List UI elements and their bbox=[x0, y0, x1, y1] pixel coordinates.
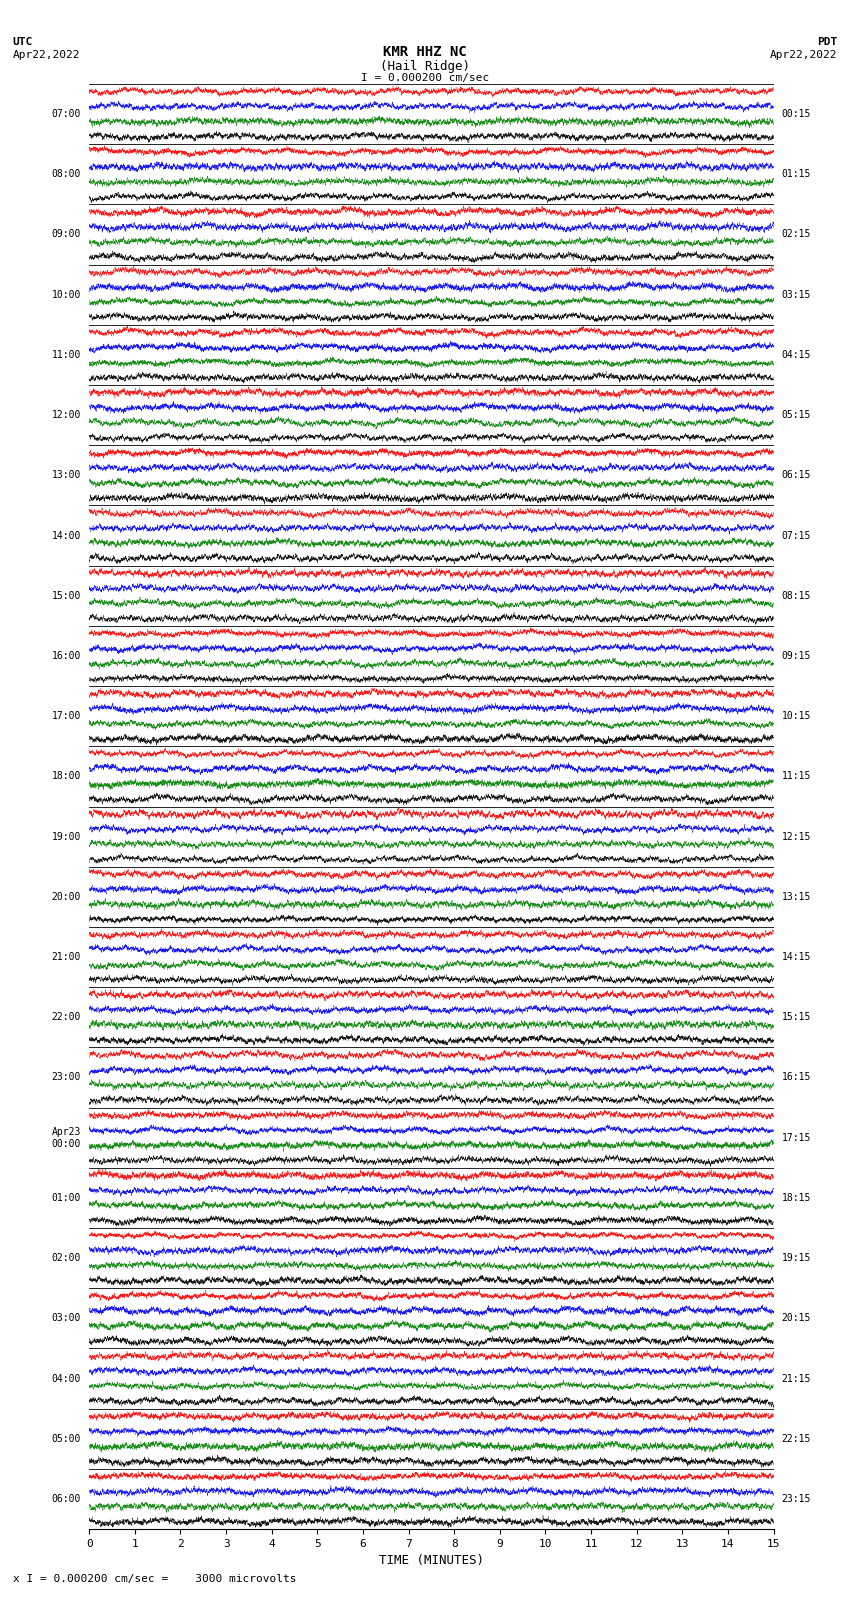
Text: 01:00: 01:00 bbox=[52, 1194, 81, 1203]
Text: 00:15: 00:15 bbox=[782, 110, 811, 119]
Text: 13:00: 13:00 bbox=[52, 471, 81, 481]
Text: 08:00: 08:00 bbox=[52, 169, 81, 179]
Text: UTC: UTC bbox=[13, 37, 33, 47]
Text: 11:00: 11:00 bbox=[52, 350, 81, 360]
Text: 22:15: 22:15 bbox=[782, 1434, 811, 1444]
Text: 14:15: 14:15 bbox=[782, 952, 811, 961]
Text: 17:00: 17:00 bbox=[52, 711, 81, 721]
Text: 02:15: 02:15 bbox=[782, 229, 811, 239]
Text: 18:15: 18:15 bbox=[782, 1194, 811, 1203]
Text: 03:15: 03:15 bbox=[782, 290, 811, 300]
Text: 01:15: 01:15 bbox=[782, 169, 811, 179]
Text: 12:15: 12:15 bbox=[782, 832, 811, 842]
Text: 21:15: 21:15 bbox=[782, 1374, 811, 1384]
Text: 09:00: 09:00 bbox=[52, 229, 81, 239]
Text: PDT: PDT bbox=[817, 37, 837, 47]
Text: 20:00: 20:00 bbox=[52, 892, 81, 902]
Text: 09:15: 09:15 bbox=[782, 652, 811, 661]
Text: 15:00: 15:00 bbox=[52, 590, 81, 600]
Text: 06:00: 06:00 bbox=[52, 1494, 81, 1503]
Text: 07:00: 07:00 bbox=[52, 110, 81, 119]
Text: 18:00: 18:00 bbox=[52, 771, 81, 781]
Text: 21:00: 21:00 bbox=[52, 952, 81, 961]
Text: 16:15: 16:15 bbox=[782, 1073, 811, 1082]
Text: 04:15: 04:15 bbox=[782, 350, 811, 360]
Text: I = 0.000200 cm/sec: I = 0.000200 cm/sec bbox=[361, 73, 489, 82]
Text: Apr22,2022: Apr22,2022 bbox=[13, 50, 80, 60]
Text: x I = 0.000200 cm/sec =    3000 microvolts: x I = 0.000200 cm/sec = 3000 microvolts bbox=[13, 1574, 297, 1584]
Text: 16:00: 16:00 bbox=[52, 652, 81, 661]
Text: 07:15: 07:15 bbox=[782, 531, 811, 540]
Text: 17:15: 17:15 bbox=[782, 1132, 811, 1142]
Text: 05:15: 05:15 bbox=[782, 410, 811, 419]
Text: 13:15: 13:15 bbox=[782, 892, 811, 902]
X-axis label: TIME (MINUTES): TIME (MINUTES) bbox=[379, 1555, 484, 1568]
Text: 14:00: 14:00 bbox=[52, 531, 81, 540]
Text: 19:00: 19:00 bbox=[52, 832, 81, 842]
Text: 06:15: 06:15 bbox=[782, 471, 811, 481]
Text: 08:15: 08:15 bbox=[782, 590, 811, 600]
Text: 05:00: 05:00 bbox=[52, 1434, 81, 1444]
Text: 04:00: 04:00 bbox=[52, 1374, 81, 1384]
Text: 23:00: 23:00 bbox=[52, 1073, 81, 1082]
Text: 11:15: 11:15 bbox=[782, 771, 811, 781]
Text: 22:00: 22:00 bbox=[52, 1013, 81, 1023]
Text: 10:15: 10:15 bbox=[782, 711, 811, 721]
Text: 03:00: 03:00 bbox=[52, 1313, 81, 1323]
Text: 02:00: 02:00 bbox=[52, 1253, 81, 1263]
Text: 19:15: 19:15 bbox=[782, 1253, 811, 1263]
Text: KMR HHZ NC: KMR HHZ NC bbox=[383, 45, 467, 60]
Text: 20:15: 20:15 bbox=[782, 1313, 811, 1323]
Text: 23:15: 23:15 bbox=[782, 1494, 811, 1503]
Text: Apr23
00:00: Apr23 00:00 bbox=[52, 1127, 81, 1148]
Text: 15:15: 15:15 bbox=[782, 1013, 811, 1023]
Text: 12:00: 12:00 bbox=[52, 410, 81, 419]
Text: (Hail Ridge): (Hail Ridge) bbox=[380, 60, 470, 73]
Text: Apr22,2022: Apr22,2022 bbox=[770, 50, 837, 60]
Text: 10:00: 10:00 bbox=[52, 290, 81, 300]
